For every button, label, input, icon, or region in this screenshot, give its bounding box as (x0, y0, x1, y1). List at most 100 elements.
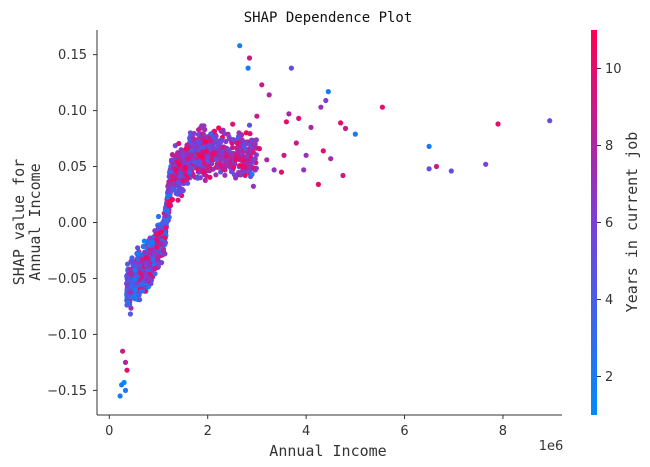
scatter-point (123, 360, 128, 365)
scatter-point (169, 159, 174, 164)
scatter-point (243, 173, 248, 178)
scatter-point (221, 162, 226, 167)
scatter-point (229, 152, 234, 157)
scatter-point (128, 311, 133, 316)
y-tick-label: 0.05 (58, 160, 87, 175)
scatter-point (191, 136, 196, 141)
scatter-point (163, 213, 168, 218)
x-tick-label: 6 (400, 424, 408, 439)
scatter-point (147, 249, 152, 254)
scatter-point (201, 123, 206, 128)
colorbar-tick-label: 8 (605, 139, 613, 154)
scatter-point (205, 165, 210, 170)
scatter-point (227, 136, 232, 141)
scatter-point (139, 275, 144, 280)
x-tick-label: 2 (204, 424, 212, 439)
scatter-point (128, 290, 133, 295)
scatter-point (201, 169, 206, 174)
scatter-point (130, 259, 135, 264)
scatter-point (483, 162, 488, 167)
scatter-point (224, 154, 229, 159)
scatter-point (221, 144, 226, 149)
scatter-point (222, 173, 227, 178)
scatter-point (243, 146, 248, 151)
scatter-point (281, 153, 286, 158)
scatter-point (123, 388, 128, 393)
scatter-point (427, 144, 432, 149)
scatter-point (125, 282, 130, 287)
scatter-point (196, 127, 201, 132)
scatter-point (254, 137, 259, 142)
scatter-point (177, 186, 182, 191)
scatter-point (161, 249, 166, 254)
scatter-point (323, 98, 328, 103)
scatter-point (427, 166, 432, 171)
scatter-point (449, 168, 454, 173)
scatter-point (246, 66, 251, 71)
y-tick-label: 0.00 (58, 216, 87, 231)
colorbar-tick-label: 4 (605, 293, 613, 308)
scatter-point (232, 172, 237, 177)
scatter-point (247, 131, 252, 136)
scatter-point (158, 241, 163, 246)
scatter-point (495, 121, 500, 126)
scatter-point (208, 131, 213, 136)
scatter-point (230, 145, 235, 150)
scatter-point (125, 262, 130, 267)
scatter-point (118, 393, 123, 398)
scatter-point (235, 140, 240, 145)
scatter-point (213, 172, 218, 177)
y-axis-label-line2: Annual Income (26, 163, 44, 280)
x-axis-ticks: 0 2 4 6 8 (105, 415, 507, 439)
scatter-point (239, 137, 244, 142)
scatter-point (139, 282, 144, 287)
scatter-points (118, 43, 553, 399)
scatter-point (155, 258, 160, 263)
scatter-point (380, 105, 385, 110)
scatter-point (175, 192, 180, 197)
scatter-point (231, 165, 236, 170)
scatter-point (156, 253, 161, 258)
x-tick-label: 8 (499, 424, 507, 439)
y-tick-label: −0.15 (47, 384, 87, 399)
scatter-point (328, 156, 333, 161)
scatter-point (139, 257, 144, 262)
scatter-point (219, 129, 224, 134)
scatter-point (202, 161, 207, 166)
x-tick-label: 4 (302, 424, 310, 439)
scatter-point (251, 184, 256, 189)
y-tick-label: −0.10 (47, 328, 87, 343)
scatter-point (301, 167, 306, 172)
scatter-point (272, 167, 277, 172)
scatter-point (195, 175, 200, 180)
scatter-point (122, 380, 127, 385)
scatter-point (156, 214, 161, 219)
scatter-point (178, 167, 183, 172)
scatter-point (174, 153, 179, 158)
scatter-point (154, 245, 159, 250)
scatter-point (201, 145, 206, 150)
scatter-point (308, 125, 313, 130)
scatter-point (203, 139, 208, 144)
scatter-point (165, 195, 170, 200)
colorbar-tick-label: 10 (605, 62, 622, 77)
scatter-point (251, 166, 256, 171)
scatter-point (259, 82, 264, 87)
scatter-point (296, 116, 301, 121)
scatter-point (246, 158, 251, 163)
scatter-point (167, 203, 172, 208)
scatter-point (340, 173, 345, 178)
scatter-point (289, 66, 294, 71)
scatter-point (186, 156, 191, 161)
scatter-point (215, 161, 220, 166)
scatter-point (251, 158, 256, 163)
y-axis-ticks: −0.15 −0.10 −0.05 0.00 0.05 0.10 0.15 (47, 48, 97, 399)
scatter-point (164, 225, 169, 230)
scatter-point (191, 131, 196, 136)
scatter-point (196, 153, 201, 158)
colorbar-ticks: 246810 (597, 62, 622, 385)
scatter-point (251, 150, 256, 155)
scatter-point (120, 349, 125, 354)
scatter-point (145, 241, 150, 246)
scatter-point (215, 138, 220, 143)
